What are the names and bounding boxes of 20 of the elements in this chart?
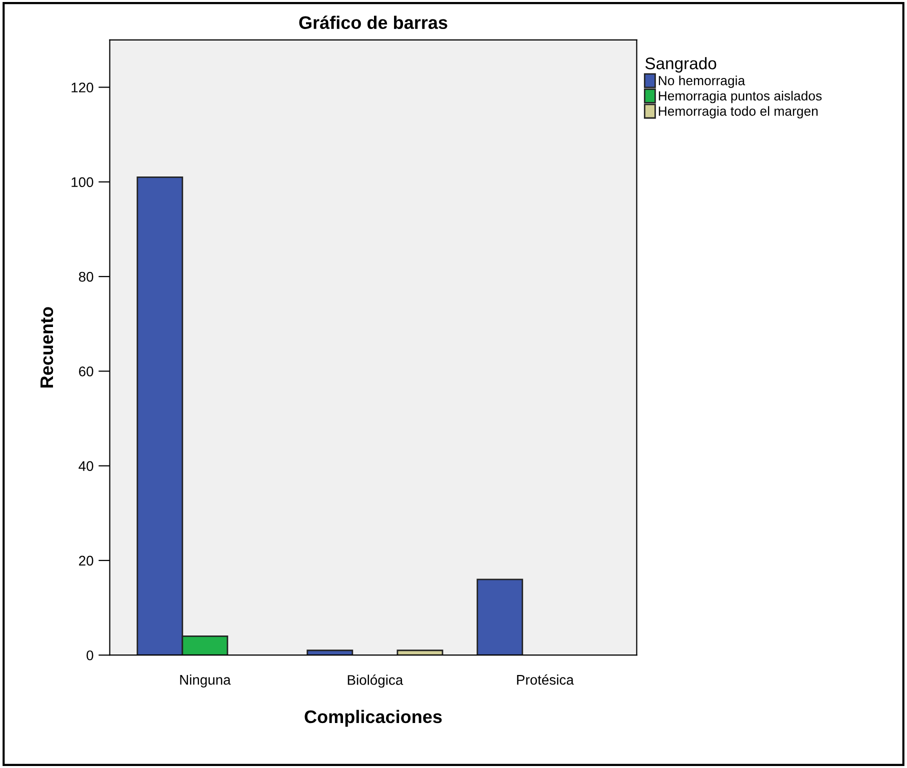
y-tick-label: 20 [79,556,94,566]
legend-label: Hemorragia puntos aislados [658,90,822,104]
bar [396,650,444,656]
x-tick-label: Protésica [517,674,574,685]
y-axis-title: Recuento [40,307,54,388]
y-tick-label: 120 [72,82,94,92]
bar [476,578,524,656]
legend-title: Sangrado [645,57,716,73]
legend-label: No hemorragia [658,76,746,88]
y-tick-label: 0 [86,650,94,660]
x-tick-label: Ninguna [180,674,231,688]
x-axis-title: Complicaciones [304,710,442,727]
y-tick-label: 40 [78,461,94,471]
x-tick-label: Biológica [348,674,404,688]
y-tick-label: 100 [72,177,94,188]
y-tick-label: 80 [78,272,94,282]
chart-title: Gráfico de barras [299,16,448,30]
y-tick-label: 60 [79,366,94,376]
legend-label: Hemorragia todo el margen [658,106,818,118]
bar [306,650,354,656]
